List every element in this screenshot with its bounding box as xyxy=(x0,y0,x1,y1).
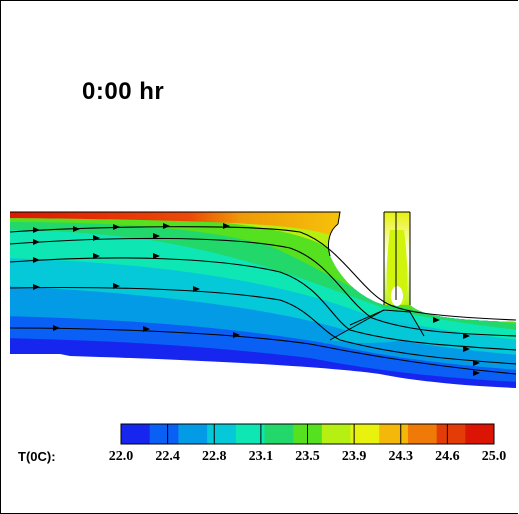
colorbar-swatch xyxy=(264,424,294,444)
colorbar-title: T(0C): xyxy=(18,449,56,464)
colorbar-tick-label: 23.9 xyxy=(341,449,367,464)
streamlines xyxy=(9,226,517,375)
colorbar-swatch xyxy=(121,424,151,444)
colorbar-swatch xyxy=(407,424,438,444)
colorbar-tick-label: 23.5 xyxy=(295,449,320,464)
colorbar-swatch xyxy=(235,424,265,444)
colorbar-tick-label: 25.0 xyxy=(481,449,507,464)
colorbar-swatch xyxy=(350,424,380,444)
colorbar-swatch xyxy=(465,424,495,444)
temperature-field xyxy=(10,212,516,388)
colorbar-tick-label: 24.3 xyxy=(388,449,414,464)
time-label: 0:00 hr xyxy=(82,78,165,105)
colorbar-swatch xyxy=(436,424,466,444)
colorbar-tick-label: 22.0 xyxy=(108,449,134,464)
colorbar-swatch xyxy=(379,424,409,444)
colorbar-tick-label: 22.4 xyxy=(155,449,180,464)
colorbar xyxy=(120,423,495,445)
colorbar-tick-label: 24.6 xyxy=(435,449,460,464)
colorbar-tick-label: 23.1 xyxy=(248,449,274,464)
boundary-lines xyxy=(10,211,425,341)
streamline-arrows xyxy=(33,223,480,376)
colorbar-swatch xyxy=(321,424,352,444)
colorbar-border xyxy=(120,423,495,445)
colorbar-swatch xyxy=(178,424,208,444)
colorbar-swatch xyxy=(149,424,179,444)
colorbar-swatch xyxy=(207,424,237,444)
colorbar-tick-label: 22.8 xyxy=(202,449,227,464)
